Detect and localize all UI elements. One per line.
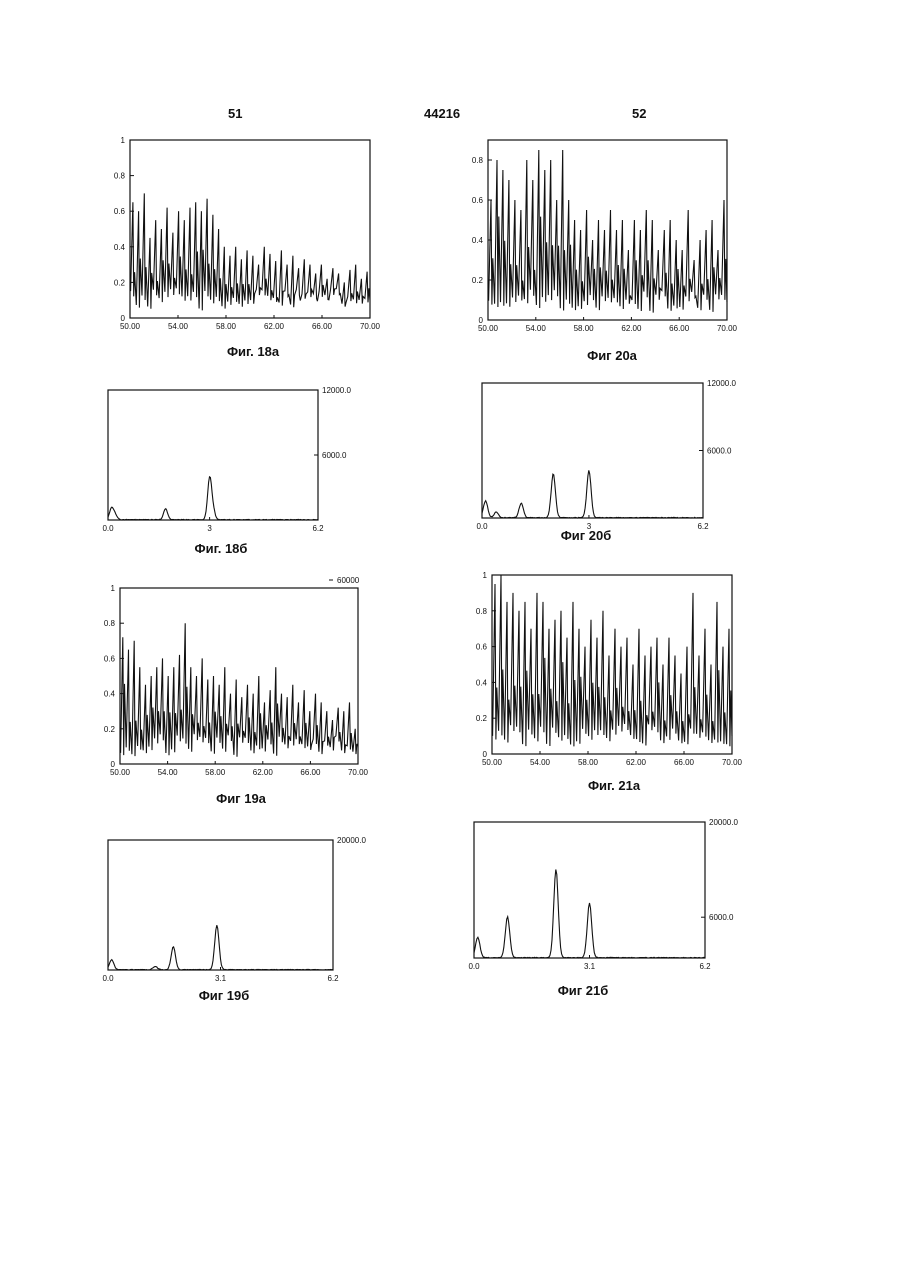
x-tick-label: 6.2: [699, 962, 711, 971]
y-tick-label: 60000: [337, 576, 360, 585]
y-tick-label: 0.6: [114, 207, 126, 216]
series-line: [489, 150, 727, 313]
x-tick-label: 66.00: [674, 758, 695, 767]
y-tick-label: 0.2: [114, 278, 126, 287]
y-tick-label: 0.6: [104, 654, 116, 663]
x-tick-label: 62.00: [264, 322, 285, 331]
x-tick-label: 58.00: [578, 758, 599, 767]
chart-20b: 6000.012000.00.036.2Фиг 20б: [476, 379, 736, 543]
series-line: [493, 575, 732, 746]
x-tick-label: 0.0: [102, 524, 114, 533]
y-tick-label: 0.8: [104, 619, 116, 628]
y-tick-label: 20000.0: [337, 836, 366, 845]
series-line: [108, 477, 318, 520]
x-tick-label: 66.00: [669, 324, 690, 333]
chart-18b: 6000.0 12000.0 0.0 3 6.2 Фиг. 18б: [102, 386, 351, 556]
y-tick-label: 0.8: [472, 156, 484, 165]
y-tick-label: 1: [483, 571, 488, 580]
x-tick-label: 70.00: [360, 322, 381, 331]
chart-21b: 6000.0 20000.0 0.0 3.1 6.2 Фиг 21б: [468, 818, 738, 998]
x-tick-label: 0.0: [102, 974, 114, 983]
plot-frame: [120, 588, 358, 764]
x-tick-label: 0.0: [476, 522, 488, 531]
figure-caption: Фиг. 21а: [588, 778, 641, 793]
x-tick-label: 58.00: [205, 768, 226, 777]
x-tick-label: 62.00: [621, 324, 642, 333]
x-tick-label: 70.00: [348, 768, 369, 777]
y-tick-label: 0.4: [114, 243, 126, 252]
y-tick-label: 0.4: [104, 690, 116, 699]
y-tick-label: 0.8: [114, 172, 126, 181]
chart-19b: 60000 20000.0 0.0 3.1 6.2 Фиг 19б: [102, 576, 366, 1003]
plot-frame: [474, 822, 705, 958]
y-tick-label: 6000.0: [707, 447, 732, 456]
figure-caption: Фиг 21б: [558, 983, 609, 998]
x-tick-label: 6.2: [312, 524, 324, 533]
series-line: [131, 193, 370, 310]
plot-frame: [482, 383, 703, 518]
y-tick-label: 6000.0: [709, 913, 734, 922]
y-tick-label: 0.2: [472, 276, 484, 285]
x-tick-label: 50.00: [120, 322, 141, 331]
y-tick-label: 0.4: [476, 678, 488, 687]
chart-18a: 00.20.40.60.8150.0054.0058.0062.0066.007…: [114, 136, 381, 359]
series-line: [121, 623, 358, 757]
x-tick-label: 62.00: [626, 758, 647, 767]
y-tick-label: 0.6: [476, 643, 488, 652]
series-line: [482, 470, 703, 518]
y-tick-label: 0.6: [472, 196, 484, 205]
x-tick-label: 50.00: [478, 324, 499, 333]
chart-21a: 00.20.40.60.8150.0054.0058.0062.0066.007…: [476, 571, 743, 793]
x-tick-label: 66.00: [300, 768, 321, 777]
x-tick-label: 54.00: [168, 322, 189, 331]
x-tick-label: 58.00: [216, 322, 237, 331]
x-tick-label: 50.00: [110, 768, 131, 777]
x-tick-label: 54.00: [526, 324, 547, 333]
figure-caption: Фиг 20а: [587, 348, 638, 363]
y-tick-label: 0.2: [476, 714, 488, 723]
y-tick-label: 1: [121, 136, 126, 145]
x-tick-label: 50.00: [482, 758, 503, 767]
x-tick-label: 58.00: [574, 324, 595, 333]
x-tick-label: 62.00: [253, 768, 274, 777]
figure-caption: Фиг. 18б: [195, 541, 248, 556]
x-tick-label: 0.0: [468, 962, 480, 971]
x-tick-label: 6.2: [327, 974, 339, 983]
y-tick-label: 6000.0: [322, 451, 347, 460]
plot-frame: [108, 840, 333, 970]
figure-caption: Фиг 20б: [561, 528, 612, 543]
y-tick-label: 1: [111, 584, 116, 593]
x-tick-label: 66.00: [312, 322, 333, 331]
series-line: [108, 925, 333, 970]
chart-20a: 00.20.40.60.850.0054.0058.0062.0066.0070…: [472, 140, 738, 363]
chart-19a: 00.20.40.60.8150.0054.0058.0062.0066.007…: [104, 584, 369, 806]
x-tick-label: 3: [207, 524, 212, 533]
x-tick-label: 70.00: [722, 758, 743, 767]
y-tick-label: 20000.0: [709, 818, 738, 827]
x-tick-label: 6.2: [697, 522, 709, 531]
x-tick-label: 54.00: [158, 768, 179, 777]
y-tick-label: 12000.0: [707, 379, 736, 388]
x-tick-label: 3.1: [215, 974, 227, 983]
x-tick-label: 3.1: [584, 962, 596, 971]
y-tick-label: 0.2: [104, 725, 116, 734]
x-tick-label: 54.00: [530, 758, 551, 767]
y-tick-label: 12000.0: [322, 386, 351, 395]
figure-caption: Фиг 19а: [216, 791, 267, 806]
y-tick-label: 0.8: [476, 607, 488, 616]
figure-caption: Фиг 19б: [199, 988, 250, 1003]
series-line: [474, 870, 705, 959]
y-tick-label: 0.4: [472, 236, 484, 245]
x-tick-label: 70.00: [717, 324, 738, 333]
figure-caption: Фиг. 18а: [227, 344, 280, 359]
